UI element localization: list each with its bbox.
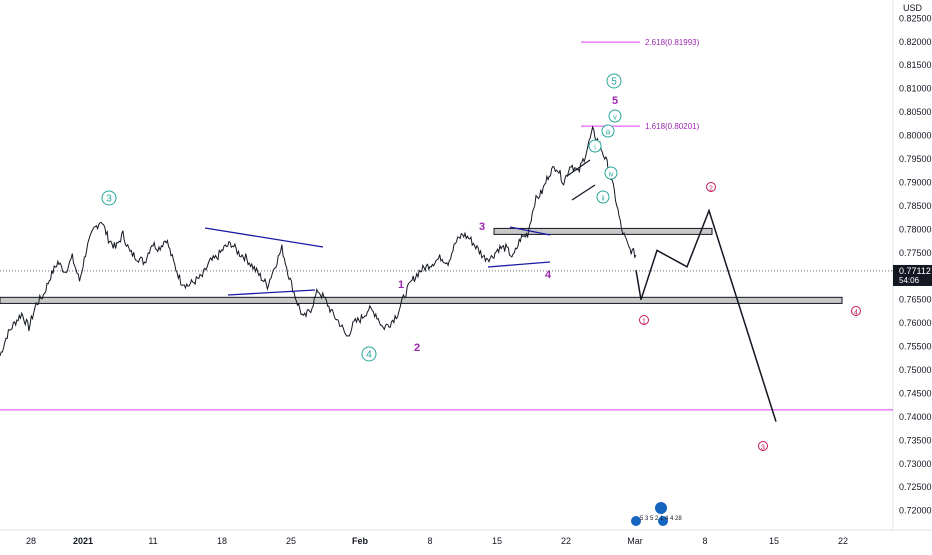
pattern-trendline[interactable] [571,184,596,201]
wave-minor-i: i [594,145,596,152]
date-tick-label: 2021 [73,536,93,546]
price-tick-label: 0.82000 [899,37,932,47]
price-tick-label: 0.72000 [899,506,932,516]
date-tick-label: 18 [217,536,227,546]
current-price-badge [893,264,932,286]
pattern-trendline[interactable] [204,227,324,248]
price-tick-label: 0.78500 [899,201,932,211]
wave-pink-1-circle [639,315,649,325]
wave-minor-iv: iv [608,172,614,179]
price-tick-label: 0.82500 [899,13,932,23]
projection-line[interactable] [635,208,777,422]
wave-pink-4: 4 [854,310,858,317]
wave-pink-2-circle [706,182,716,192]
wave-minor-iii-circle [601,124,615,138]
event-flag-icon[interactable] [658,516,668,526]
wave-minor-iii: iii [606,130,611,137]
price-tick-label: 0.79000 [899,177,932,187]
support-resistance-zone[interactable] [0,296,843,304]
pattern-trendline[interactable] [509,226,551,236]
price-tick-label: 0.73500 [899,435,932,445]
wave-green-3: 3 [106,194,112,205]
date-tick-label: 15 [492,536,502,546]
pattern-trendline[interactable] [227,289,316,296]
grid [0,0,932,531]
wave-minor-ii: ii [601,196,605,203]
price-tick-label: 0.73000 [899,459,932,469]
price-tick-label: 0.74500 [899,388,932,398]
pattern-trendline[interactable] [487,261,551,268]
wave-pink-3: 3 [761,445,765,452]
fib-extension-label: 1.618(0.80201) [645,122,700,131]
price-tick-label: 0.75000 [899,365,932,375]
horizontal-lines: 2.618(0.81993) 1.618(0.80201) [0,38,893,411]
wave-minor-i-circle [588,139,602,153]
price-tick-label: 0.78000 [899,224,932,234]
wave-minor-v-circle [608,109,622,123]
price-tick-label: 0.81500 [899,60,932,70]
support-resistance-zone[interactable] [493,227,713,235]
projection-path [635,208,777,422]
price-tick-label: 0.76500 [899,295,932,305]
zones [0,227,843,304]
price-tick-label: 0.77500 [899,248,932,258]
wave-minor-iv-circle [604,166,618,180]
currency-label: USD [903,3,923,13]
price-tick-label: 0.79500 [899,154,932,164]
wave-green-5: 5 [611,77,617,88]
wave-pink-3-circle [758,441,768,451]
wave-purple-1: 1 [398,279,404,291]
trendlines [204,159,596,296]
price-tick-label: 0.81000 [899,84,932,94]
price-tick-label: 0.76000 [899,318,932,328]
price-tick-label: 0.74000 [899,412,932,422]
event-flag-icon[interactable] [655,502,667,514]
pattern-trendline[interactable] [566,159,591,177]
date-tick-label: Mar [627,536,643,546]
wave-pink-4-circle [851,306,861,316]
price-tick-label: 0.75500 [899,342,932,352]
date-tick-label: Feb [352,536,369,546]
current-price-label: 0.77112 [899,266,931,276]
date-tick-label: 22 [838,536,848,546]
wave-pink-2: 2 [709,186,713,193]
fib-extension-label: 2.618(0.81993) [645,38,700,47]
date-tick-label: 28 [26,536,36,546]
wave-minor-v: v [613,115,617,122]
wave-purple-3: 3 [479,221,485,233]
price-tick-label: 0.80000 [899,131,932,141]
wave-green-4: 4 [366,350,372,361]
price-tick-label: 0.72500 [899,482,932,492]
date-tick-label: 22 [561,536,571,546]
date-tick-label: 11 [148,536,157,546]
wave-green-4-circle [361,346,377,362]
events-counts: 5 3 5 2 1 4 4 28 [640,516,682,522]
wave-minor-ii-circle [596,190,610,204]
wave-green-5-circle [606,73,622,89]
date-tick-label: 25 [286,536,296,546]
date-axis[interactable]: 28 2021 11 18 25 Feb 8 15 22 Mar 8 15 22 [26,536,848,546]
countdown-label: 54:06 [899,276,920,285]
price-tick-label: 0.80500 [899,107,932,117]
date-tick-label: 15 [769,536,779,546]
wave-purple-5: 5 [612,95,618,107]
wave-pink-1: 1 [642,319,646,326]
economic-events[interactable]: 5 3 5 2 1 4 4 28 [631,502,682,526]
event-flag-icon[interactable] [631,516,641,526]
price-axis[interactable]: 0.82500 0.82000 0.81500 0.81000 0.80500 0.800… [0,3,932,516]
price-line [0,125,637,357]
wave-purple-4: 4 [545,269,552,281]
date-tick-label: 8 [427,536,432,546]
date-tick-label: 8 [702,536,707,546]
price-series [0,125,637,357]
wave-purple-2: 2 [414,342,420,354]
wave-green-3-circle [101,190,117,206]
